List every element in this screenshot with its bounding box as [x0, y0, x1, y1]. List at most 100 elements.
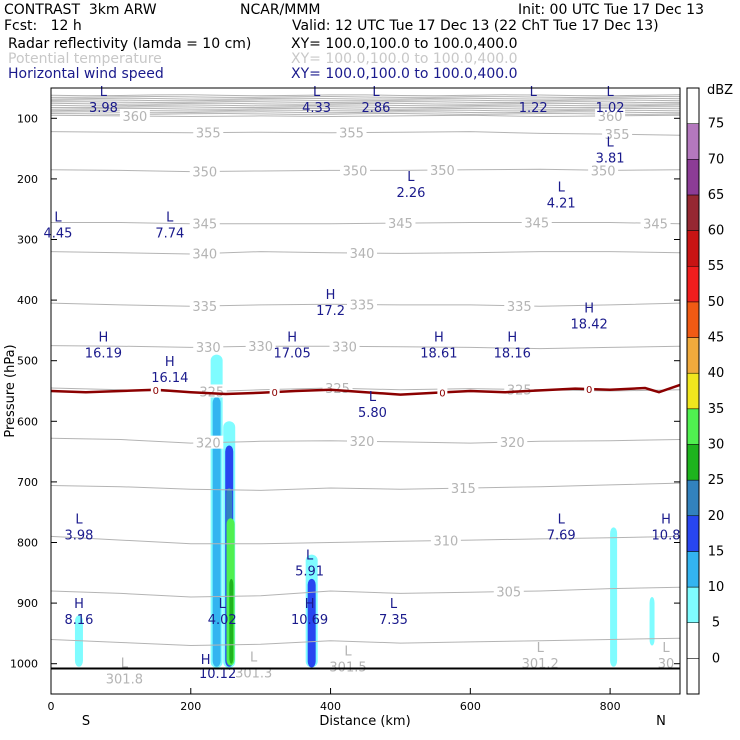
- theta-label-bg: [493, 584, 524, 598]
- theta-label-bg: [497, 435, 528, 449]
- theta-contour-label: 310: [433, 535, 458, 550]
- y-axis-title: Pressure (hPa): [3, 344, 18, 437]
- colorbar-segment: [686, 301, 700, 338]
- reflectivity-cell: [307, 578, 316, 668]
- colorbar-segment: [686, 194, 700, 231]
- theta-label-bg: [347, 246, 378, 260]
- surface-extremum-value: 10.12: [199, 667, 236, 682]
- theta-contour-upper: [51, 107, 680, 110]
- wind-extremum-type: L: [390, 597, 398, 612]
- theta-label-bg: [588, 163, 619, 177]
- theta-contour-label: 350: [192, 166, 217, 181]
- field-wind-name: Horizontal wind speed: [8, 66, 164, 82]
- wind-extremum-value: 2.86: [362, 101, 391, 116]
- theta-label-bg: [189, 216, 220, 230]
- theta-label-bg: [193, 435, 224, 449]
- wind-extremum-type: H: [165, 355, 175, 370]
- theta-extremum-value: 301.2: [522, 657, 559, 672]
- colorbar-tick-label: 40: [708, 366, 725, 381]
- wind-extremum-value: 3.81: [596, 151, 625, 166]
- theta-contour-label: 335: [350, 299, 375, 314]
- colorbar-segment: [686, 159, 700, 196]
- theta-contour-upper: [51, 111, 680, 114]
- theta-label-bg: [329, 339, 360, 353]
- theta-contour-label: 355: [339, 127, 364, 142]
- zero-isotherm-label: 0: [439, 388, 445, 399]
- x-tick-label: 0: [48, 700, 55, 713]
- theta-contour-label: 305: [496, 586, 521, 601]
- theta-label-bg: [427, 163, 458, 177]
- theta-contour-upper: [51, 112, 680, 115]
- theta-contour-label: 345: [524, 217, 549, 232]
- colorbar-segment: [686, 337, 700, 374]
- theta-contour-label: 345: [192, 218, 217, 233]
- y-tick-label: 200: [17, 173, 38, 186]
- wind-extremum-value: 17.2: [316, 304, 345, 319]
- colorbar-segment: [686, 230, 700, 267]
- reflectivity-cell: [649, 597, 655, 646]
- theta-extremum-value: 301.8: [106, 673, 143, 688]
- theta-contour-upper: [51, 99, 680, 102]
- wind-extremum-type: H: [326, 288, 336, 303]
- y-tick-label: 1000: [10, 658, 38, 671]
- zero-isotherm-line: [51, 383, 680, 396]
- x-tick-label: 800: [600, 700, 621, 713]
- theta-contour: [51, 114, 680, 118]
- wind-extremum-type: H: [99, 331, 109, 346]
- theta-contour-label: 330: [248, 340, 273, 355]
- wind-extremum-value: 5.91: [295, 565, 324, 580]
- theta-contour-upper: [51, 101, 680, 104]
- y-tick-label: 900: [17, 597, 38, 610]
- x-tick-label: 600: [460, 700, 481, 713]
- theta-contours-layer: 360 360 355 355 355 350 350 350 350 345 345 345 345 3…: [51, 94, 680, 647]
- wind-extremum-value: 17.05: [274, 347, 311, 362]
- y-tick-label: 800: [17, 537, 38, 550]
- theta-contour-label: 340: [192, 248, 217, 263]
- colorbar-frame: [686, 87, 700, 695]
- wind-extremum-value: 7.74: [155, 227, 184, 242]
- theta-contour-label: 345: [643, 217, 668, 232]
- wind-extremum-type: L: [54, 211, 62, 226]
- wind-extremum-value: 7.69: [547, 528, 576, 543]
- theta-contour-label: 335: [507, 300, 532, 315]
- wind-extremum-value: 4.33: [302, 101, 331, 116]
- theta-contour-label: 350: [430, 164, 455, 179]
- theta-label-bg: [595, 108, 626, 122]
- colorbar-tick-label: 0: [712, 651, 720, 666]
- theta-contour-label: 360: [598, 110, 623, 125]
- theta-label-bg: [430, 533, 461, 547]
- colorbar-tick-label: 20: [708, 509, 725, 524]
- wind-extremum-value: 1.22: [519, 101, 548, 116]
- theta-label-bg: [189, 298, 220, 312]
- theta-contour-upper: [51, 97, 680, 100]
- wind-extremum-value: 1.02: [596, 101, 625, 116]
- wind-extremum-type: L: [75, 512, 83, 527]
- theta-contour-label: 320: [196, 437, 221, 452]
- wind-extremum-type: H: [434, 331, 444, 346]
- reflectivity-cell: [229, 578, 234, 664]
- theta-contour-label: 330: [196, 341, 221, 356]
- wind-extremum-type: L: [306, 549, 314, 564]
- wind-extremum-type: L: [369, 390, 377, 405]
- colorbar-segment: [686, 622, 700, 659]
- wind-extremum-type: H: [305, 597, 315, 612]
- theta-extremum-type: L: [250, 651, 258, 666]
- theta-contour-upper: [51, 104, 680, 107]
- theta-contour-label: 350: [343, 164, 368, 179]
- wind-extremum-type: L: [219, 597, 227, 612]
- wind-extremum-value: 3.98: [89, 101, 118, 116]
- theta-contour: [51, 637, 680, 647]
- theta-label-bg: [119, 108, 150, 122]
- theta-label-bg: [347, 434, 378, 448]
- wind-extremum-value: 10.69: [291, 613, 328, 628]
- wind-extremum-type: L: [313, 85, 321, 100]
- wind-extremum-value: 18.42: [571, 317, 608, 332]
- wind-extremum-type: H: [584, 301, 594, 316]
- field-reflectivity-name: Radar reflectivity (lamda = 10 cm): [8, 36, 252, 52]
- reflectivity-layer: [74, 354, 655, 668]
- colorbar: 0 5 10 15 20 25 30 35 40 45 50 55 60 65 70 75: [686, 87, 725, 695]
- theta-contour-label: 360: [122, 110, 147, 125]
- theta-label-bg: [347, 297, 378, 311]
